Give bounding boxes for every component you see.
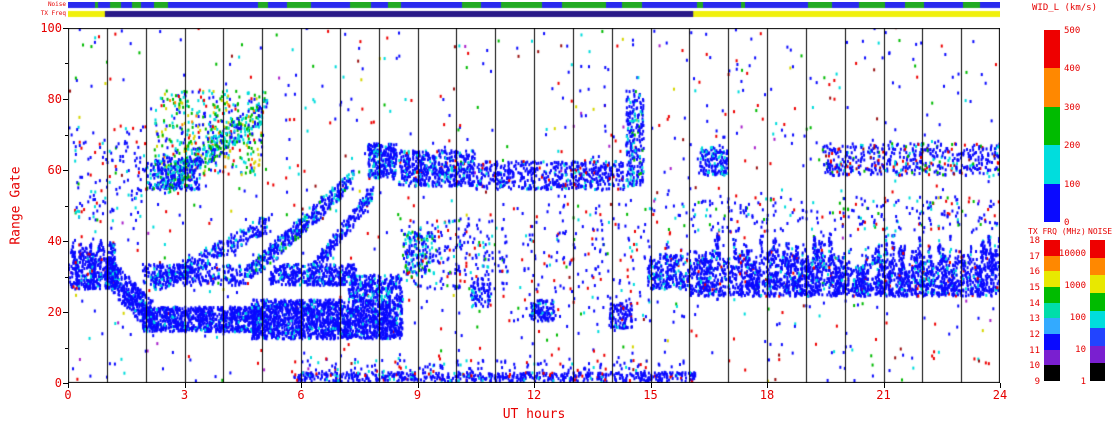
x-tick-label: 0 <box>64 388 72 402</box>
txfreq-strip-label: TX Freq <box>40 10 66 17</box>
noise-colorbar <box>1090 240 1105 381</box>
y-tick-label: 20 <box>47 305 62 319</box>
txfrq-colorbar-tick-label: 15 <box>1029 282 1040 293</box>
txfrq-colorbar-segment <box>1044 349 1060 366</box>
y-minor-tick-mark <box>65 206 68 207</box>
y-tick-mark <box>63 241 68 242</box>
wid-colorbar-tick-label: 200 <box>1064 141 1081 152</box>
noise-colorbar-title: NOISE <box>1088 227 1113 236</box>
x-tick-mark <box>534 383 535 388</box>
wid-colorbar-tick-label: 300 <box>1064 102 1081 113</box>
noise-colorbar-segment <box>1090 363 1105 381</box>
txfrq-colorbar-segment <box>1044 271 1060 288</box>
y-axis-label: Range Gate <box>8 166 24 245</box>
txfrq-colorbar-tick-label: 11 <box>1029 345 1040 356</box>
x-tick-label: 21 <box>876 388 891 402</box>
wid-colorbar-tick-label: 0 <box>1064 218 1070 228</box>
noise-colorbar-segment <box>1090 310 1105 329</box>
txfrq-colorbar-segment <box>1044 255 1060 272</box>
txfrq-colorbar <box>1044 240 1060 382</box>
wid-colorbar-tick-label: 400 <box>1064 64 1081 75</box>
y-minor-tick-mark <box>65 348 68 349</box>
txfrq-colorbar-segment <box>1044 318 1060 335</box>
noise-colorbar-segment <box>1090 275 1105 293</box>
wid-colorbar-tick-label: 100 <box>1064 179 1081 190</box>
y-tick-label: 40 <box>47 234 62 248</box>
y-tick-mark <box>63 28 68 29</box>
y-tick-label: 100 <box>40 21 62 35</box>
noise-txfreq-status-strips <box>68 2 1000 18</box>
scatter-plot-canvas <box>68 28 1000 383</box>
noise-colorbar-tick-label: 10 <box>1075 344 1086 355</box>
noise-colorbar-segment <box>1090 257 1105 276</box>
txfrq-colorbar-tick-label: 16 <box>1029 267 1040 278</box>
width-colorbar-title: WID_L (km/s) <box>1032 3 1098 13</box>
y-minor-tick-mark <box>65 277 68 278</box>
wid-colorbar-segment <box>1044 30 1060 69</box>
wid-colorbar-segment <box>1044 106 1060 146</box>
txfrq-colorbar-segment <box>1044 240 1060 256</box>
noise-colorbar-segment <box>1090 328 1105 346</box>
txfrq-colorbar-tick-label: 13 <box>1029 314 1040 325</box>
y-minor-tick-mark <box>65 63 68 64</box>
x-tick-mark <box>650 383 652 388</box>
y-minor-tick-mark <box>65 135 68 136</box>
txfrq-colorbar-segment <box>1044 287 1060 303</box>
noise-colorbar-tick-label: 100 <box>1069 312 1086 323</box>
y-tick-mark <box>63 170 68 171</box>
txfrq-colorbar-tick-label: 14 <box>1029 298 1040 309</box>
wid-colorbar-segment <box>1044 183 1060 223</box>
noise-strip-label: Noise <box>47 1 66 8</box>
txfrq-colorbar-segment <box>1044 365 1060 382</box>
txfrq-colorbar-tick-label: 9 <box>1034 377 1040 387</box>
y-tick-mark <box>63 312 68 313</box>
y-tick-label: 0 <box>54 376 62 390</box>
x-tick-mark <box>68 383 69 388</box>
y-tick-label: 60 <box>47 163 62 177</box>
txfrq-colorbar-tick-label: 18 <box>1029 236 1040 246</box>
txfrq-colorbar-segment <box>1044 334 1060 350</box>
y-tick-label: 80 <box>47 92 62 106</box>
x-tick-mark <box>301 383 302 388</box>
x-tick-mark <box>883 383 885 388</box>
width-colorbar <box>1044 30 1060 223</box>
wid-colorbar-segment <box>1044 68 1060 107</box>
noise-colorbar-tick-label: 10000 <box>1058 248 1086 259</box>
x-tick-label: 9 <box>413 388 422 402</box>
noise-colorbar-tick-label: 1000 <box>1064 280 1086 291</box>
txfrq-colorbar-tick-label: 12 <box>1029 330 1040 341</box>
x-tick-label: 6 <box>297 388 305 402</box>
x-tick-label: 24 <box>992 388 1008 402</box>
x-axis-label: UT hours <box>502 407 566 422</box>
wid-colorbar-segment <box>1044 145 1060 184</box>
x-tick-mark <box>417 383 419 388</box>
x-tick-mark <box>1000 383 1001 388</box>
txfrq-colorbar-tick-label: 17 <box>1029 251 1040 262</box>
noise-colorbar-segment <box>1090 240 1105 258</box>
noise-colorbar-segment <box>1090 345 1105 364</box>
txfrq-colorbar-segment <box>1044 302 1060 319</box>
noise-colorbar-segment <box>1090 292 1105 311</box>
x-tick-label: 15 <box>643 388 658 402</box>
x-tick-mark <box>767 383 768 388</box>
y-tick-mark <box>63 383 68 384</box>
x-tick-label: 12 <box>526 388 542 402</box>
y-tick-mark <box>63 99 68 100</box>
txfrq-colorbar-tick-label: 10 <box>1029 361 1040 372</box>
x-tick-mark <box>184 383 186 388</box>
noise-colorbar-tick-label: 1 <box>1080 377 1086 387</box>
x-tick-label: 3 <box>180 388 189 402</box>
wid-colorbar-tick-label: 500 <box>1064 26 1081 36</box>
txfrq-colorbar-title: TX FRQ (MHz) <box>1028 227 1086 236</box>
x-tick-label: 18 <box>759 388 775 402</box>
